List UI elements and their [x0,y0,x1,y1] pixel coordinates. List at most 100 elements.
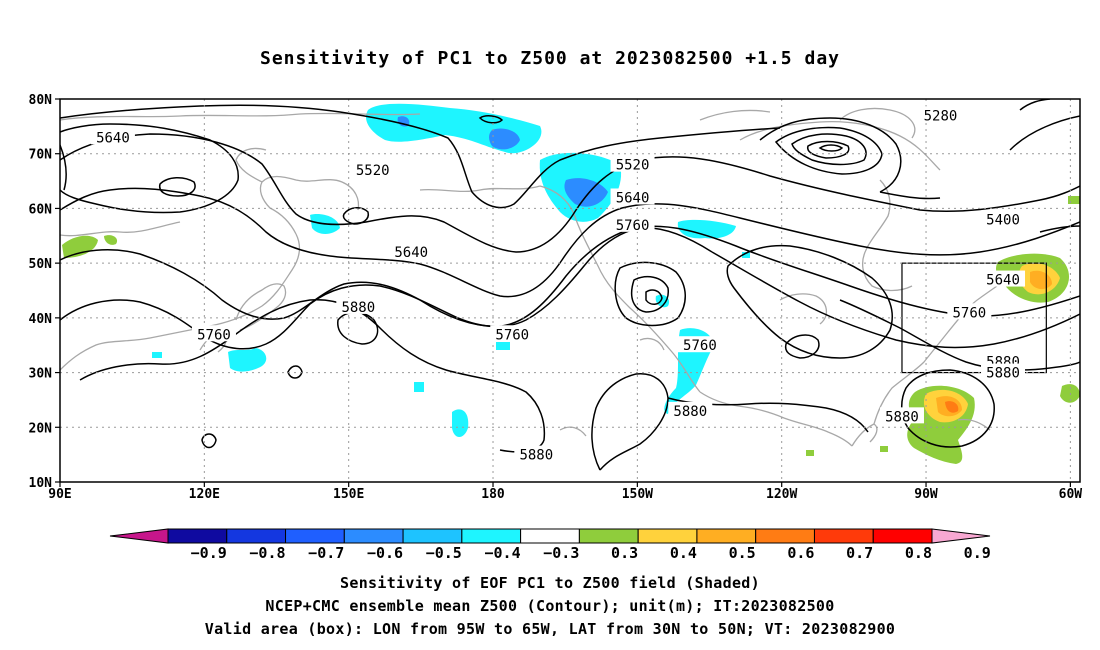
colorbar-cell [637,528,698,544]
contour-label-bg [610,188,655,205]
contour-label-bg [514,445,559,462]
colorbar-label: 0.9 [964,544,991,560]
colorbar-label: 0.6 [787,544,814,560]
colorbar: −0.9 −0.8 −0.7 −0.6 −0.5 −0.4 −0.3 0.3 0.4 0.5 0.6… [109,528,991,560]
contour-label-bg [336,297,381,314]
colorbar-label: 0.8 [905,544,932,560]
shade-blob [880,446,888,452]
contour-label-bg [981,363,1026,380]
colorbar-cell [343,528,404,544]
shade-blob [228,348,267,372]
contour-label: 5520 [616,158,650,174]
contour-label-bg [90,128,135,145]
colorbar-label: 0.7 [846,544,873,560]
colorbar-label: −0.5 [426,544,462,560]
lon-tick-label: 60W [1059,487,1083,502]
shade-blob [489,128,520,150]
shade-blob [1068,196,1080,204]
contour-label-bg [981,270,1026,287]
caption-line-1: Sensitivity of EOF PC1 to Z500 field (Sh… [340,574,760,592]
contour-label-bg [879,407,924,424]
contour-label-bg [668,401,713,418]
shade-blob [152,352,162,358]
contour-label-bg [947,303,992,320]
lon-tick-label: 150E [333,487,364,502]
shade-blob [945,401,959,413]
contour-label: 5760 [616,218,650,234]
contour-label-bg [610,155,655,172]
colorbar-label: 0.3 [611,544,638,560]
lat-tick-label: 80N [29,93,53,108]
contour-label-bg [918,106,963,123]
shaded-regions [62,103,1080,464]
contour-label: 5520 [356,163,390,179]
colorbar-cell [755,528,815,544]
colorbar-label: −0.6 [367,544,403,560]
contour-label: 5760 [683,338,717,354]
colorbar-left-arrow [109,528,169,544]
colorbar-cell [226,528,287,544]
contour-label: 5880 [519,448,553,464]
colorbar-cell [872,528,933,544]
contour-label: 5640 [986,273,1020,289]
caption-line-3: Valid area (box): LON from 95W to 65W, L… [204,620,896,638]
lat-tick-label: 50N [29,257,53,272]
contour-label: 5640 [616,190,650,206]
colorbar-cell [285,528,345,544]
colorbar-cell [461,528,522,544]
colorbar-cell [813,528,874,544]
contour-label-bg [610,215,655,232]
contour-label-bg [350,161,395,178]
shade-blob [104,235,118,245]
contour-label: 5880 [341,300,375,316]
contour-label: 5880 [986,366,1020,382]
colorbar-cell [167,528,228,544]
contour-label: 5640 [96,130,130,146]
contour-label: 5880 [885,409,919,425]
colorbar-label: 0.4 [670,544,697,560]
colorbar-label: −0.4 [484,544,520,560]
contour-label: 5880 [673,404,707,420]
lon-tick-label: 120E [189,487,220,502]
colorbar-label: 0.5 [729,544,756,560]
shade-blob [806,450,814,456]
colorbar-label: −0.8 [249,544,285,560]
contour-label-bg [490,325,535,342]
shade-blob [564,178,608,207]
lat-tick-label: 10N [29,476,53,491]
colorbar-label: −0.7 [308,544,344,560]
contour-label: 5400 [986,212,1020,228]
contour-label-bg [191,325,236,342]
lon-tick-label: 150W [622,487,653,502]
z500-contours [60,99,1080,471]
lon-tick-label: 180 [481,487,505,502]
colorbar-cell [696,528,757,544]
lon-tick-label: 90E [48,487,71,502]
colorbar-label: −0.3 [543,544,579,560]
colorbar-cell [402,528,463,544]
lat-tick-label: 40N [29,312,53,327]
chart-title: Sensitivity of PC1 to Z500 at 2023082500… [259,48,840,69]
caption-line-2: NCEP+CMC ensemble mean Z500 (Contour); u… [265,597,835,615]
contour-label: 5760 [197,327,231,343]
contour-label: 5640 [394,245,428,261]
shade-blob [452,409,469,437]
shade-blob [414,382,424,392]
shade-blob [655,294,670,308]
contour-label-bg [677,336,722,353]
colorbar-label: −0.9 [191,544,227,560]
lat-tick-label: 30N [29,367,53,382]
shade-blob [62,235,98,258]
lat-tick-label: 20N [29,421,53,436]
contour-label: 5760 [495,327,529,343]
contour-label: 5760 [952,305,986,321]
shade-blob [677,219,736,239]
coastlines [60,107,1017,447]
colorbar-right-arrow [931,528,991,544]
colorbar-cell [578,528,639,544]
lat-tick-label: 70N [29,148,53,163]
colorbar-cell [520,528,580,544]
